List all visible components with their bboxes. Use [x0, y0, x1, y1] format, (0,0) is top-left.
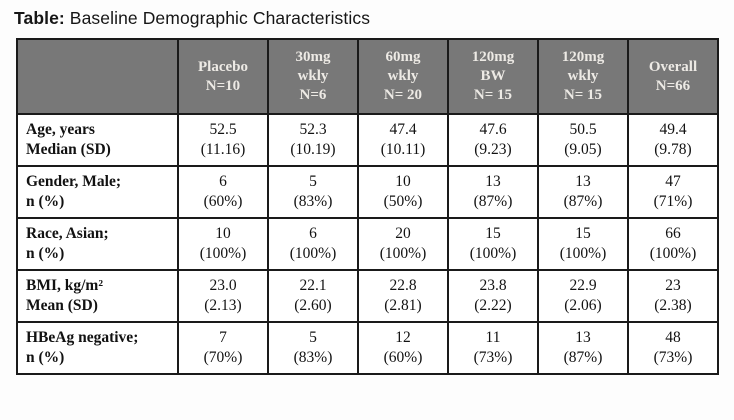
table-cell: 66 (100%): [627, 217, 719, 271]
table-row-hbeag: HBeAg negative; n (%) 7 (70%) 5 (83%) 12…: [16, 321, 719, 375]
table-cell: 49.4 (9.78): [627, 113, 719, 167]
table-cell: 23 (2.38): [627, 269, 719, 323]
table-cell: 15 (100%): [447, 217, 539, 271]
table-cell: 7 (70%): [177, 321, 269, 375]
table-cell: 22.9 (2.06): [537, 269, 629, 323]
table-cell: 22.8 (2.81): [357, 269, 449, 323]
table-row-race: Race, Asian; n (%) 10 (100%) 6 (100%) 20…: [16, 217, 719, 271]
row-label-gender: Gender, Male; n (%): [16, 165, 179, 219]
header-col-overall: Overall N=66: [627, 38, 719, 115]
header-empty-cell: [16, 38, 179, 115]
table-row-gender: Gender, Male; n (%) 6 (60%) 5 (83%) 10 (…: [16, 165, 719, 219]
table-cell: 20 (100%): [357, 217, 449, 271]
table-cell: 10 (50%): [357, 165, 449, 219]
header-col-60mg-wkly: 60mg wkly N= 20: [357, 38, 449, 115]
header-col-120mg-bw: 120mg BW N= 15: [447, 38, 539, 115]
table-row-bmi: BMI, kg/m² Mean (SD) 23.0 (2.13) 22.1 (2…: [16, 269, 719, 323]
header-col-120mg-wkly: 120mg wkly N= 15: [537, 38, 629, 115]
table-title-text: Baseline Demographic Characteristics: [64, 8, 371, 28]
table-cell: 47.6 (9.23): [447, 113, 539, 167]
row-label-hbeag: HBeAg negative; n (%): [16, 321, 179, 375]
table-cell: 48 (73%): [627, 321, 719, 375]
header-col-30mg-wkly: 30mg wkly N=6: [267, 38, 359, 115]
table-cell: 52.5 (11.16): [177, 113, 269, 167]
table-cell: 13 (87%): [537, 321, 629, 375]
table-cell: 23.8 (2.22): [447, 269, 539, 323]
table-title: Table: Baseline Demographic Characterist…: [0, 0, 734, 29]
table-cell: 5 (83%): [267, 165, 359, 219]
table-cell: 47.4 (10.11): [357, 113, 449, 167]
row-label-bmi: BMI, kg/m² Mean (SD): [16, 269, 179, 323]
baseline-demographics-table: Placebo N=10 30mg wkly N=6 60mg wkly N= …: [16, 38, 719, 375]
table-cell: 47 (71%): [627, 165, 719, 219]
header-col-placebo: Placebo N=10: [177, 38, 269, 115]
table-cell: 6 (100%): [267, 217, 359, 271]
table-cell: 23.0 (2.13): [177, 269, 269, 323]
table-cell: 12 (60%): [357, 321, 449, 375]
table-cell: 6 (60%): [177, 165, 269, 219]
table-cell: 22.1 (2.60): [267, 269, 359, 323]
table-cell: 10 (100%): [177, 217, 269, 271]
table-title-prefix: Table:: [14, 8, 65, 28]
table-cell: 13 (87%): [447, 165, 539, 219]
table-cell: 5 (83%): [267, 321, 359, 375]
table-cell: 15 (100%): [537, 217, 629, 271]
table-cell: 11 (73%): [447, 321, 539, 375]
table-row-age: Age, years Median (SD) 52.5 (11.16) 52.3…: [16, 113, 719, 167]
row-label-race: Race, Asian; n (%): [16, 217, 179, 271]
table-header-row: Placebo N=10 30mg wkly N=6 60mg wkly N= …: [16, 38, 719, 115]
table-cell: 13 (87%): [537, 165, 629, 219]
table-cell: 52.3 (10.19): [267, 113, 359, 167]
row-label-age: Age, years Median (SD): [16, 113, 179, 167]
table-cell: 50.5 (9.05): [537, 113, 629, 167]
